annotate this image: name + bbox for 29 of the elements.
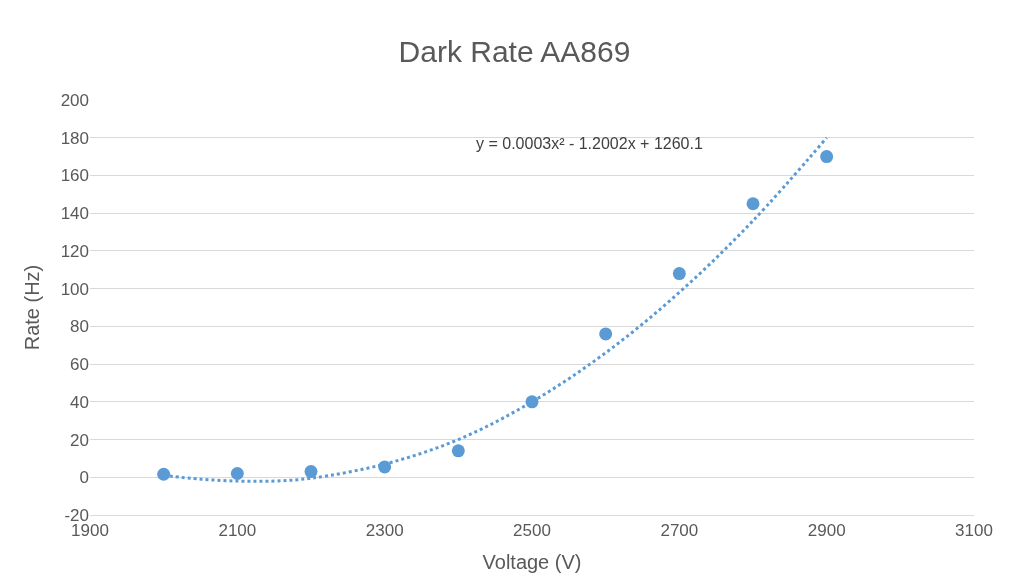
x-tick-label: 2700 <box>660 521 699 541</box>
y-tick-label: 40 <box>70 392 89 412</box>
annotation: y = 0.0003x² - 1.2002x + 1260.1 <box>476 135 703 152</box>
y-axis-title: Rate (Hz) <box>21 264 44 351</box>
x-tick-label: 3100 <box>955 521 993 541</box>
y-tick-label: 140 <box>60 204 89 224</box>
point <box>451 444 465 458</box>
point <box>672 267 686 281</box>
point <box>230 467 244 480</box>
x-tick-label: 2500 <box>513 521 551 541</box>
point <box>304 465 318 479</box>
point <box>820 150 834 164</box>
x-tick-label: 2100 <box>218 521 257 541</box>
x-axis-title: Voltage (V) <box>482 550 582 573</box>
y-tick-label: 200 <box>60 90 89 110</box>
y-tick-label: 0 <box>79 468 89 488</box>
y-tick-label: 120 <box>60 241 89 261</box>
y-tick-label: 80 <box>70 317 89 337</box>
x-tick-label: 2300 <box>365 521 404 541</box>
point <box>599 327 613 341</box>
point <box>157 467 171 481</box>
chart-title: Dark Rate AA869 <box>398 34 631 68</box>
y-tick-label: 20 <box>70 430 89 450</box>
x-tick-label: 2900 <box>807 521 846 541</box>
y-tick-label: 180 <box>60 128 89 148</box>
point <box>746 197 760 211</box>
y-tick-label: 160 <box>60 166 89 186</box>
y-tick-label: 60 <box>70 355 89 375</box>
y-tick-label: 100 <box>60 279 89 299</box>
